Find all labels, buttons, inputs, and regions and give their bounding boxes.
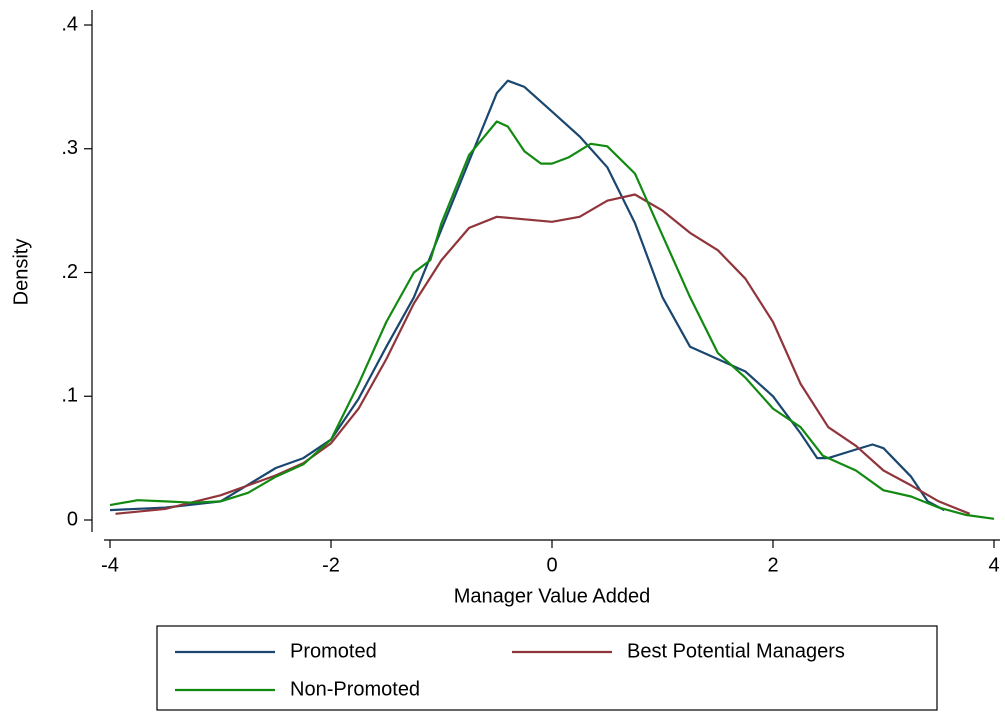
y-tick-label: .4 <box>61 13 78 35</box>
y-tick-label: 0 <box>67 508 78 530</box>
x-axis-label: Manager Value Added <box>454 585 650 607</box>
legend-label: Non-Promoted <box>290 678 420 700</box>
density-line <box>115 193 971 515</box>
x-tick-label: -4 <box>101 554 119 576</box>
y-tick-label: .1 <box>61 385 78 407</box>
y-tick-label: .2 <box>61 261 78 283</box>
y-axis-label: Density <box>10 239 32 306</box>
legend-label: Best Potential Managers <box>627 640 845 662</box>
x-tick-label: -2 <box>322 554 340 576</box>
x-tick-label: 4 <box>988 554 999 576</box>
x-tick-label: 2 <box>767 554 778 576</box>
x-tick-label: 0 <box>546 554 557 576</box>
density-line <box>109 120 995 520</box>
legend-label: Promoted <box>290 640 377 662</box>
legend-box <box>156 625 938 711</box>
y-tick-label: .3 <box>61 137 78 159</box>
